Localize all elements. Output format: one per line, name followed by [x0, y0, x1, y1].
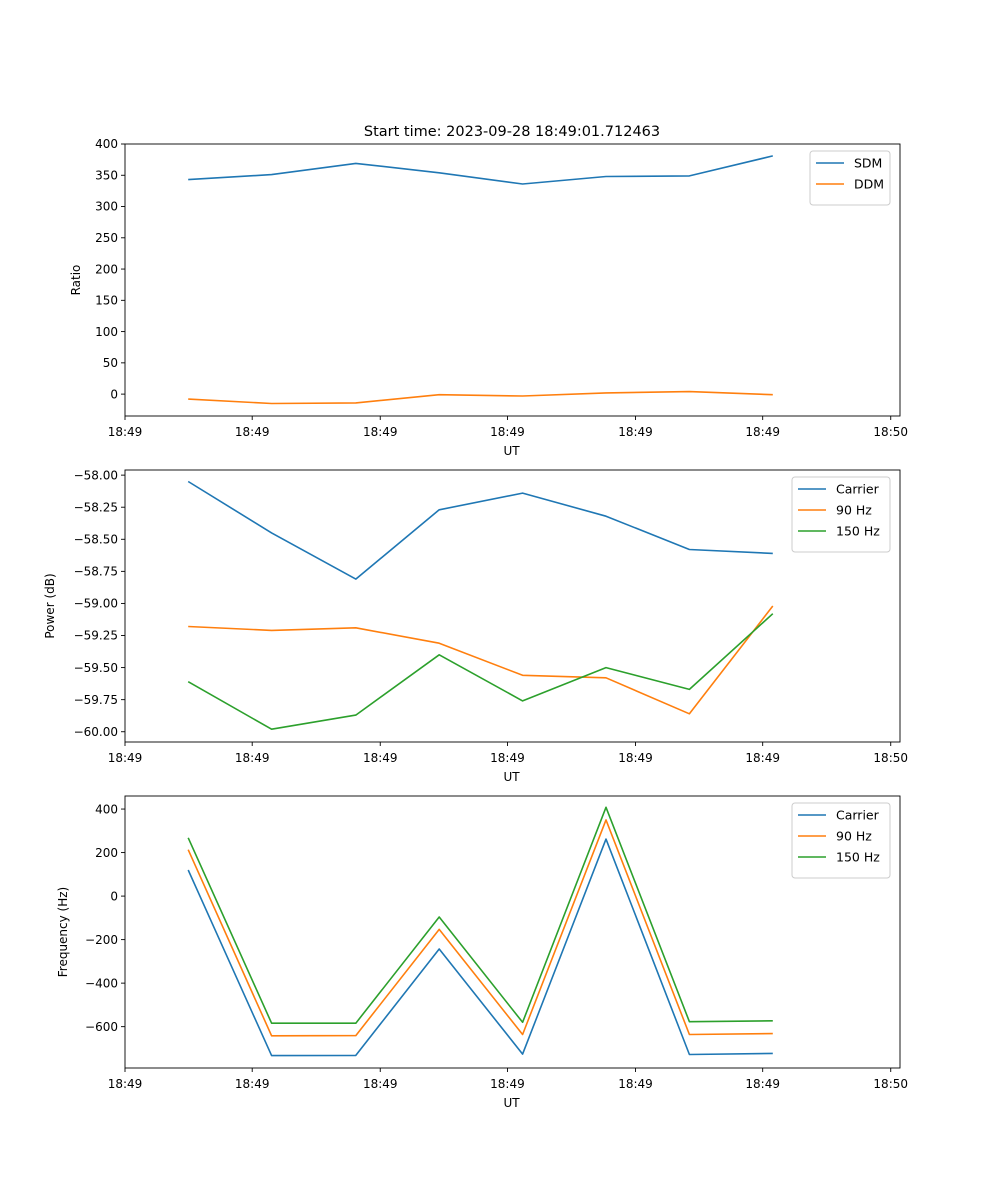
x-tick-label: 18:49 [745, 751, 780, 765]
axes-frame [124, 143, 901, 417]
y-tick-label: −59.75 [74, 693, 118, 707]
x-tick-label: 18:49 [235, 751, 270, 765]
x-tick-label: 18:50 [873, 425, 908, 439]
legend-label: Carrier [836, 482, 880, 497]
y-tick-label: −58.75 [74, 565, 118, 579]
legend-box [791, 802, 891, 879]
legend-label: 150 Hz [836, 524, 880, 539]
x-axis-label: UT [503, 444, 520, 458]
legend-label: Carrier [836, 808, 880, 823]
y-axis-label: Frequency (Hz) [56, 887, 70, 978]
series-line-ddm [188, 390, 773, 405]
legend-box [791, 476, 891, 553]
legend: SDM DDM [809, 150, 891, 206]
legend-label: 90 Hz [836, 503, 872, 518]
series-line-150-hz [187, 806, 773, 1025]
y-tick-label: 50 [103, 356, 118, 370]
legend: Carrier 90 Hz 150 Hz [791, 476, 891, 553]
series-line-carrier [187, 480, 773, 580]
frequency-panel: 18:49 18:49 18:49 18:49 18:49 18:49 18:50 400 20… [56, 795, 908, 1110]
chart-title: Start time: 2023-09-28 18:49:01.712463 [364, 124, 660, 140]
legend-label: 90 Hz [836, 829, 872, 844]
x-tick-label: 18:49 [490, 751, 525, 765]
legend-label: 150 Hz [836, 850, 880, 865]
x-tick-label: 18:49 [490, 425, 525, 439]
x-tick-label: 18:49 [108, 425, 143, 439]
x-tick-label: 18:49 [235, 425, 270, 439]
legend-label: DDM [854, 177, 884, 192]
y-tick-label: 0 [110, 889, 118, 903]
y-tick-label: −58.50 [74, 532, 118, 546]
series-line-sdm [188, 155, 773, 185]
y-tick-label: 300 [95, 200, 118, 214]
y-tick-label: −600 [85, 1020, 118, 1034]
x-tick-label: 18:49 [363, 751, 398, 765]
x-tick-label: 18:49 [235, 1077, 270, 1091]
y-tick-label: −400 [85, 976, 118, 990]
y-axis-label: Power (dB) [43, 573, 57, 638]
y-tick-label: −200 [85, 933, 118, 947]
y-tick-label: 100 [95, 325, 118, 339]
axes-frame [124, 469, 901, 743]
legend: Carrier 90 Hz 150 Hz [791, 802, 891, 879]
power-panel: 18:49 18:49 18:49 18:49 18:49 18:49 18:50 −58.0… [43, 468, 908, 784]
x-tick-label: 18:49 [108, 1077, 143, 1091]
y-tick-label: −59.00 [74, 597, 118, 611]
x-axis-label: UT [503, 1096, 520, 1110]
legend-label: SDM [854, 156, 882, 171]
y-tick-label: 0 [110, 387, 118, 401]
series-line-90-hz [187, 819, 773, 1037]
y-tick-label: 350 [95, 168, 118, 182]
y-tick-label: 400 [95, 137, 118, 151]
x-tick-label: 18:49 [618, 1077, 653, 1091]
series-line-150-hz [187, 613, 774, 731]
x-tick-label: 18:49 [745, 1077, 780, 1091]
y-tick-label: −58.00 [74, 468, 118, 482]
x-tick-label: 18:49 [618, 751, 653, 765]
y-tick-label: 150 [95, 294, 118, 308]
y-tick-label: −59.25 [74, 629, 118, 643]
legend-box [809, 150, 891, 206]
y-tick-label: −58.25 [74, 500, 118, 514]
x-tick-label: 18:50 [873, 1077, 908, 1091]
x-tick-label: 18:49 [618, 425, 653, 439]
y-tick-label: 400 [95, 802, 118, 816]
y-tick-label: 250 [95, 231, 118, 245]
y-tick-label: −59.50 [74, 661, 118, 675]
series-line-carrier [187, 838, 773, 1057]
y-axis-label: Ratio [69, 265, 83, 296]
x-tick-label: 18:49 [108, 751, 143, 765]
y-tick-label: 200 [95, 262, 118, 276]
x-tick-label: 18:49 [745, 425, 780, 439]
x-tick-label: 18:49 [363, 1077, 398, 1091]
x-tick-label: 18:49 [363, 425, 398, 439]
x-tick-label: 18:49 [490, 1077, 525, 1091]
ratio-panel: 18:49 18:49 18:49 18:49 18:49 18:49 18:50 0 50 10… [69, 137, 908, 458]
y-tick-label: −60.00 [74, 725, 118, 739]
series-line-90-hz [188, 605, 774, 715]
axes-frame [124, 795, 901, 1069]
x-axis-label: UT [503, 770, 520, 784]
x-tick-label: 18:50 [873, 751, 908, 765]
y-tick-label: 200 [95, 846, 118, 860]
